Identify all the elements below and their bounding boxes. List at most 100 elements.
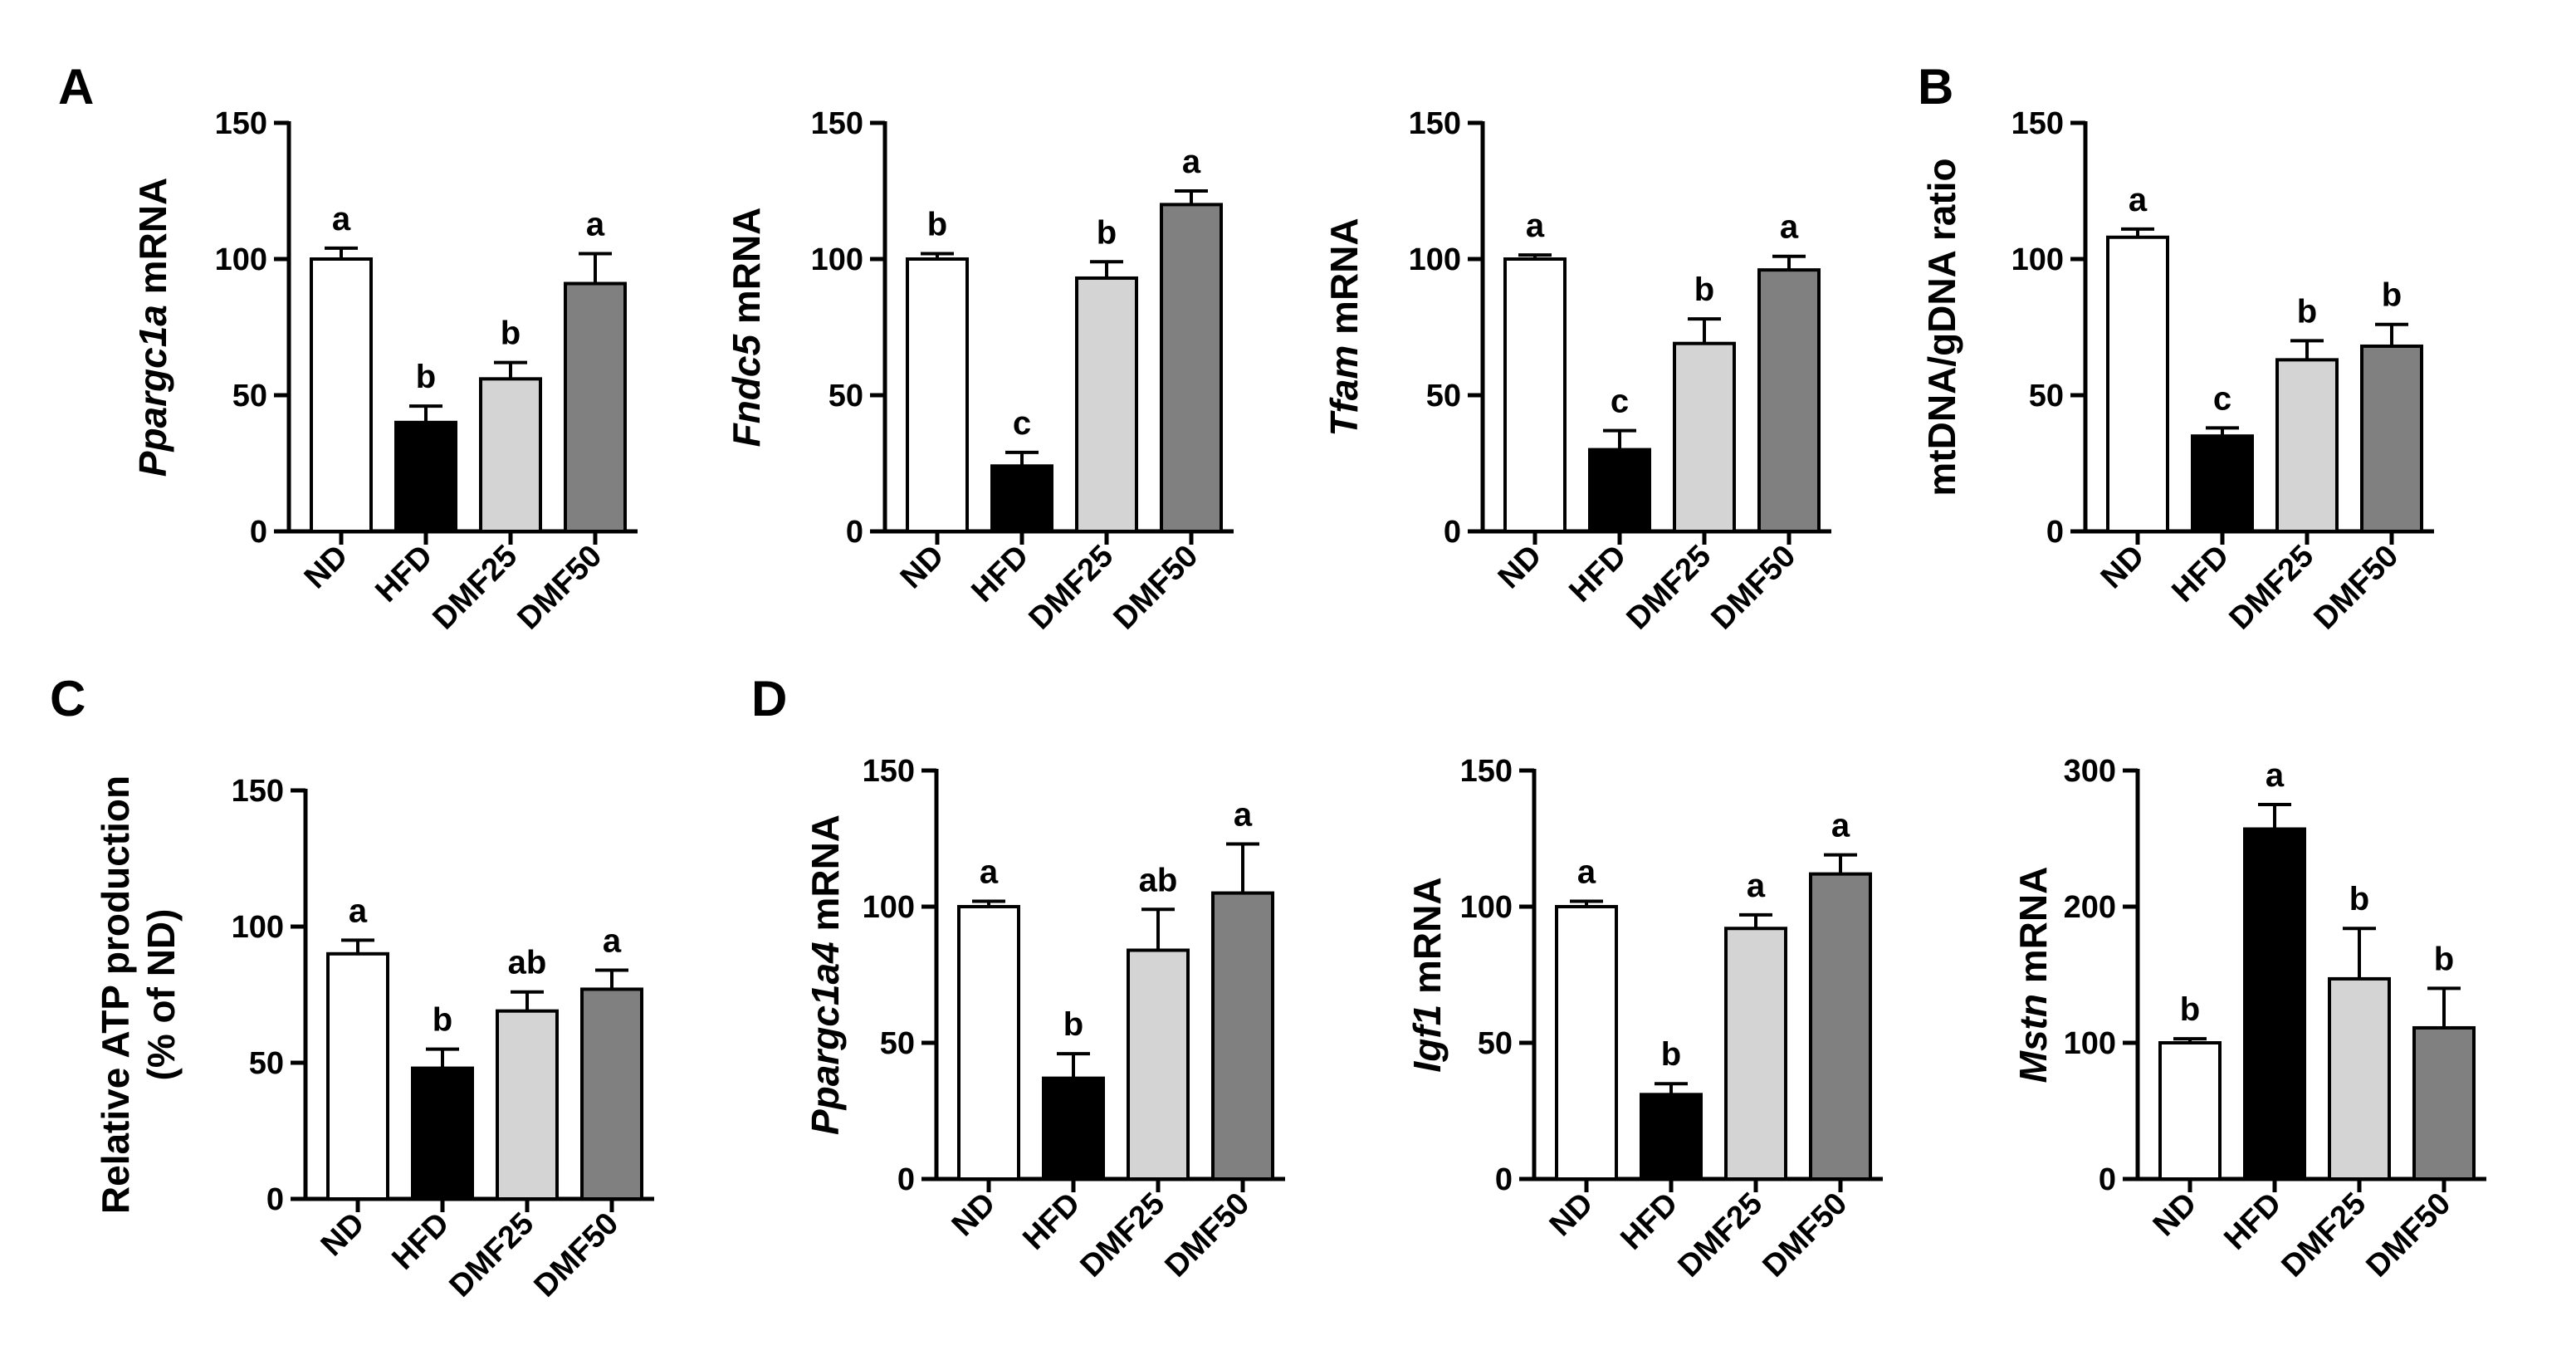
x-tick-label: HFD [1614, 1186, 1684, 1257]
x-tick-label: ND [2147, 1186, 2204, 1244]
x-tick-label: DMF25 [2275, 1186, 2373, 1284]
y-axis-title-part: Ppargc1a4 [804, 942, 847, 1135]
bar-dmf50 [2412, 1025, 2476, 1181]
y-axis-title-part: mRNA [1322, 218, 1366, 345]
significance-label: a [1577, 854, 1596, 890]
bar-nd [326, 951, 389, 1201]
y-axis-title: Ppargc1a mRNA [131, 178, 174, 477]
chart-8: 0 100 200 300 b ND a HFD b DMF25 b DMF50 Mstn mRNA [2011, 754, 2486, 1284]
significance-label: b [2349, 881, 2369, 917]
significance-label: a [1780, 209, 1799, 246]
bar-dmf50 [1809, 872, 1872, 1181]
bar-nd [957, 905, 1020, 1181]
y-tick-label: 0 [846, 515, 863, 550]
y-tick-label: 50 [2029, 379, 2064, 413]
significance-label: a [1234, 797, 1253, 834]
y-tick-label: 150 [811, 106, 863, 141]
bar-dmf25 [2328, 976, 2391, 1181]
y-tick-label: 0 [2099, 1162, 2116, 1197]
x-tick-label: HFD [2165, 539, 2236, 609]
bar-dmf25 [479, 377, 542, 533]
y-tick-label: 50 [232, 379, 267, 413]
significance-label: b [1661, 1036, 1681, 1073]
y-axis-title-part: Tfam [1322, 345, 1366, 437]
chart-5: 0 50 100 150 a ND b HFD ab DMF25 a DMF50 Relative AT… [94, 774, 654, 1304]
bar-dmf25 [1127, 948, 1190, 1181]
y-tick-label: 150 [2011, 106, 2064, 141]
y-tick-label: 100 [1460, 890, 1513, 925]
y-tick-label: 150 [1460, 754, 1513, 789]
significance-label: a [980, 854, 999, 890]
bar-dmf25 [1724, 927, 1787, 1181]
y-axis-title: Igf1 mRNA [1405, 877, 1449, 1072]
significance-label: b [2434, 941, 2454, 977]
panel-letter-a: A [58, 59, 94, 115]
x-tick-label: DMF50 [1159, 1186, 1257, 1284]
bar-hfd [411, 1066, 474, 1201]
significance-label: a [332, 201, 351, 237]
significance-label: a [2129, 182, 2148, 218]
y-axis-title-part: mRNA [804, 814, 847, 942]
x-tick-label: DMF50 [511, 539, 609, 637]
y-tick-label: 100 [811, 242, 863, 277]
bar-hfd [2243, 827, 2306, 1181]
y-axis-title: mtDNA/gDNA ratio [1920, 158, 1963, 496]
bar-dmf50 [1160, 203, 1223, 533]
significance-label: b [1694, 271, 1714, 308]
bar-nd [310, 257, 373, 533]
significance-label: b [2297, 293, 2317, 330]
bar-hfd [1640, 1093, 1703, 1181]
y-tick-label: 0 [2046, 515, 2064, 550]
x-tick-label: DMF50 [528, 1206, 626, 1304]
charts-group: 0 50 100 150 a ND b HFD b DMF25 a DMF50 Ppargc1a mRN… [94, 106, 2486, 1304]
bar-dmf50 [1211, 891, 1274, 1181]
significance-label: b [1097, 214, 1117, 251]
chart-2: 0 50 100 150 b ND c HFD b DMF25 a DMF50 Fndc5 mRNA [725, 106, 1234, 636]
significance-label: a [1526, 208, 1545, 244]
significance-label: b [433, 1002, 452, 1039]
bar-dmf25 [1673, 341, 1736, 533]
y-axis-title-part: Igf1 [1405, 1005, 1449, 1073]
significance-label: c [1611, 384, 1629, 420]
x-tick-label: DMF25 [427, 539, 525, 637]
significance-label: a [1831, 808, 1850, 844]
y-tick-label: 150 [215, 106, 267, 141]
chart-7: 0 50 100 150 a ND b HFD a DMF25 a DMF50 Igf1 mRNA [1405, 754, 1883, 1284]
y-tick-label: 150 [232, 774, 284, 809]
y-tick-label: 0 [897, 1162, 915, 1197]
y-tick-label: 100 [863, 890, 915, 925]
x-tick-label: HFD [369, 539, 439, 609]
x-tick-label: DMF25 [443, 1206, 541, 1304]
y-axis-title: Fndc5 mRNA [725, 208, 768, 448]
bar-nd [1503, 257, 1567, 533]
x-tick-label: ND [298, 539, 355, 596]
significance-label: b [2382, 277, 2402, 314]
x-tick-label: DMF50 [2360, 1186, 2458, 1284]
bar-dmf50 [2360, 344, 2423, 533]
y-axis-title-part: Ppargc1a [131, 305, 174, 477]
y-axis-title-part: mRNA [131, 178, 174, 305]
y-tick-label: 0 [266, 1182, 284, 1217]
x-tick-label: ND [315, 1206, 372, 1264]
bar-nd [2158, 1041, 2222, 1181]
y-tick-label: 100 [2011, 242, 2064, 277]
x-tick-label: ND [1543, 1186, 1601, 1244]
chart-4: 0 50 100 150 a ND c HFD b DMF25 b DMF50 mtDNA/gDNA r… [1920, 106, 2434, 636]
y-axis-title-part: Relative ATP production [94, 775, 137, 1214]
significance-label: a [603, 922, 622, 959]
significance-label: a [2266, 757, 2285, 794]
y-tick-label: 100 [232, 910, 284, 945]
significance-label: b [501, 316, 521, 352]
y-axis-title-part: mRNA [725, 208, 768, 335]
x-tick-label: DMF50 [2308, 539, 2406, 637]
x-tick-label: ND [894, 539, 951, 596]
significance-label: a [1182, 144, 1201, 180]
y-tick-label: 0 [1495, 1162, 1513, 1197]
bar-hfd [1588, 448, 1651, 533]
bar-dmf25 [2275, 358, 2339, 533]
significance-label: a [349, 893, 368, 929]
y-tick-label: 200 [2064, 890, 2116, 925]
x-tick-label: HFD [1016, 1186, 1087, 1257]
y-tick-label: 150 [863, 754, 915, 789]
y-axis-title-part: mtDNA/gDNA ratio [1920, 158, 1963, 496]
